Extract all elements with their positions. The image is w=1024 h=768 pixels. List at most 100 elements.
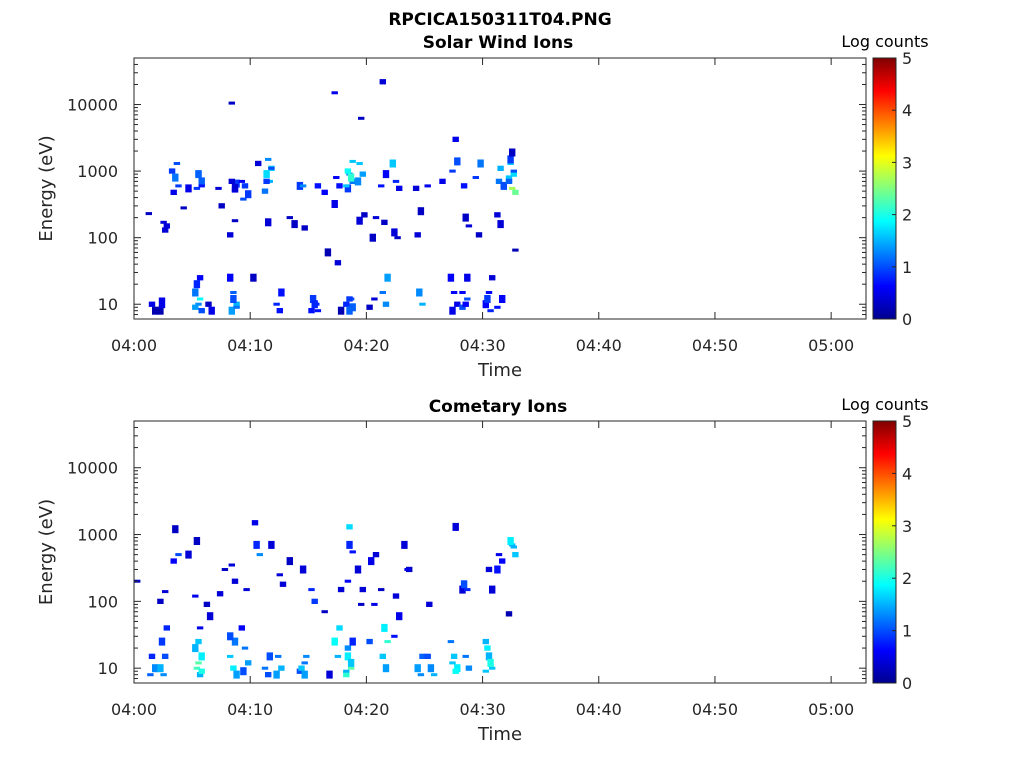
data-cell — [231, 578, 239, 584]
data-cell — [347, 658, 355, 667]
data-cell — [475, 232, 483, 238]
data-cell — [148, 653, 156, 659]
data-cell — [291, 220, 298, 229]
data-cell — [509, 186, 516, 190]
data-cell — [489, 275, 496, 281]
data-cell — [195, 661, 202, 665]
colorbar-tick-label: 3 — [902, 153, 912, 172]
data-cell — [459, 585, 466, 594]
data-cell — [198, 668, 205, 674]
x-tick-label: 04:00 — [111, 700, 157, 719]
data-cell — [450, 653, 458, 659]
data-cell — [343, 672, 350, 678]
y-tick-label: 10 — [98, 659, 118, 678]
data-cell — [157, 306, 164, 315]
data-cell — [276, 308, 283, 314]
data-cell — [459, 304, 466, 310]
data-cell — [378, 588, 385, 592]
data-cell — [354, 565, 362, 574]
data-cell — [333, 176, 340, 179]
data-cell — [484, 645, 491, 651]
data-cell — [416, 288, 423, 297]
data-cell — [196, 297, 204, 301]
data-cell — [163, 223, 170, 229]
data-cell — [228, 101, 235, 105]
data-cell — [227, 273, 234, 282]
data-cell — [233, 305, 240, 309]
data-cell — [162, 590, 169, 594]
data-cell — [381, 219, 388, 225]
data-cell — [477, 159, 484, 168]
data-cell — [240, 667, 247, 676]
data-cell — [145, 212, 152, 216]
data-cell — [175, 553, 182, 557]
data-cell — [228, 563, 235, 567]
spectrogram-panel-2: 04:00 04:10 04:20 04:30 04:40 04:50 05:0010100… — [36, 395, 929, 745]
y-tick-label: 10000 — [67, 96, 118, 115]
data-cell — [369, 233, 376, 242]
data-cell — [314, 309, 322, 313]
data-cell — [175, 184, 182, 188]
data-cell — [465, 224, 473, 228]
data-cell — [460, 580, 468, 589]
colorbar-title: Log counts — [841, 395, 928, 414]
data-cell — [195, 638, 202, 645]
data-cell — [286, 557, 293, 566]
data-cell — [241, 646, 249, 650]
data-cell — [343, 669, 350, 673]
data-cell — [198, 652, 205, 661]
data-cell — [196, 626, 204, 630]
data-cell — [311, 598, 318, 604]
data-cell — [152, 664, 159, 673]
data-cell — [303, 654, 310, 658]
data-cell — [509, 148, 516, 157]
data-cell — [233, 670, 240, 679]
y-tick-label: 10 — [98, 295, 118, 314]
data-cell — [336, 183, 343, 189]
data-cell — [464, 588, 471, 592]
figure-title: RPCICA150311T04.PNG — [388, 10, 611, 30]
data-cell — [275, 654, 282, 658]
data-cell — [510, 171, 517, 177]
data-cell — [192, 644, 199, 653]
data-cell — [227, 654, 234, 658]
data-cell — [215, 186, 222, 190]
data-cell — [158, 297, 166, 301]
data-cell — [278, 288, 285, 297]
data-cell — [172, 173, 179, 182]
data-cell — [391, 634, 398, 638]
data-cell — [265, 157, 272, 161]
data-cell — [227, 232, 234, 238]
data-cell — [344, 168, 352, 174]
data-cell — [512, 552, 519, 558]
data-cell — [449, 169, 456, 173]
x-tick-label: 04:00 — [111, 336, 157, 355]
data-cell — [231, 219, 239, 223]
data-cell — [185, 550, 192, 559]
data-cell — [180, 206, 187, 210]
data-cell — [273, 670, 280, 679]
data-cell — [206, 612, 214, 621]
data-cell — [371, 602, 378, 606]
data-cell — [462, 213, 469, 222]
data-cell — [495, 553, 503, 557]
data-cell — [465, 665, 473, 671]
data-cell — [489, 666, 496, 670]
data-cell — [382, 664, 390, 673]
data-cell — [392, 179, 400, 183]
data-cell — [412, 185, 420, 191]
x-tick-label: 04:20 — [343, 336, 389, 355]
data-cell — [185, 184, 192, 193]
data-cell — [484, 295, 491, 303]
data-cell — [368, 557, 375, 566]
data-cell — [512, 189, 519, 195]
data-cell — [404, 568, 411, 571]
data-cell — [389, 159, 396, 168]
data-cell — [230, 291, 237, 294]
data-cell — [424, 184, 431, 188]
data-cell — [495, 178, 503, 184]
data-cell — [250, 273, 257, 282]
y-axis-label: Energy (eV) — [36, 135, 57, 241]
colorbar-tick-label: 4 — [902, 101, 912, 120]
data-cell — [505, 611, 513, 617]
